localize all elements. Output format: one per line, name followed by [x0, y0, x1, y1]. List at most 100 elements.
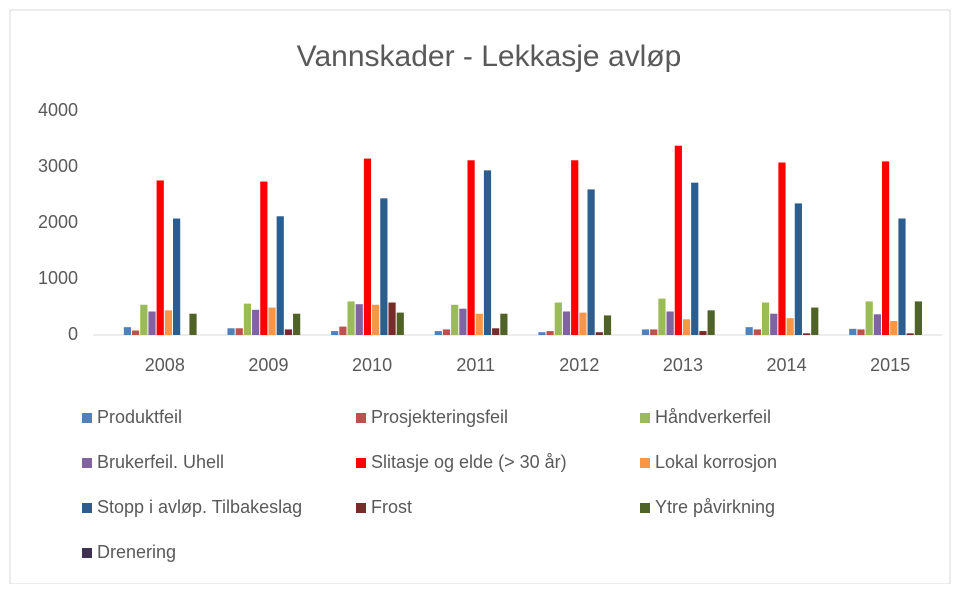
bar: [235, 328, 243, 335]
bar: [380, 198, 388, 335]
bar: [347, 301, 355, 335]
bar: [595, 332, 603, 335]
x-tick-label: 2013: [663, 355, 703, 375]
bar: [252, 309, 260, 335]
bar: [227, 328, 235, 335]
bar: [459, 308, 467, 335]
y-tick-label: 3000: [38, 156, 78, 176]
bar: [579, 312, 587, 335]
bar: [396, 312, 404, 335]
bar: [276, 216, 284, 335]
bar: [132, 330, 140, 335]
bar: [794, 203, 802, 335]
bar: [475, 313, 483, 335]
bar: [857, 329, 865, 335]
bar: [140, 304, 148, 335]
bar: [164, 310, 173, 335]
legend-swatch: [82, 548, 92, 558]
bar: [650, 329, 658, 335]
bar: [770, 313, 778, 335]
bar: [571, 160, 579, 335]
bar: [293, 313, 301, 335]
legend-label: Drenering: [97, 542, 176, 562]
bar: [802, 333, 811, 335]
bar: [682, 319, 691, 335]
bar: [603, 315, 612, 335]
bar: [658, 298, 666, 335]
legend-label: Brukerfeil. Uhell: [97, 452, 224, 472]
bar: [538, 332, 546, 335]
bar: [674, 145, 682, 335]
bar: [562, 311, 571, 335]
legend-label: Prosjekteringsfeil: [371, 407, 508, 427]
x-tick-label: 2009: [248, 355, 288, 375]
bar: [753, 329, 761, 335]
legend-label: Slitasje og elde (> 30 år): [371, 452, 567, 472]
bar: [786, 318, 794, 335]
bar: [691, 182, 699, 335]
bar: [331, 331, 339, 335]
bar: [906, 333, 914, 335]
bar: [811, 307, 819, 335]
bar: [500, 313, 508, 335]
bar: [284, 329, 293, 335]
legend-label: Ytre påvirkning: [655, 497, 775, 517]
bar: [339, 326, 347, 335]
y-tick-label: 2000: [38, 212, 78, 232]
x-tick-label: 2008: [145, 355, 185, 375]
bar: [699, 331, 707, 335]
bar: [148, 311, 156, 335]
bar: [268, 307, 276, 335]
bar: [173, 218, 181, 335]
bar: [388, 302, 396, 335]
legend-label: Stopp i avløp. Tilbakeslag: [97, 497, 302, 517]
bar: [707, 310, 715, 335]
bar: [467, 160, 475, 335]
bar: [260, 181, 268, 335]
chart-frame: [9, 9, 951, 585]
legend-label: Produktfeil: [97, 407, 182, 427]
y-tick-label: 0: [68, 324, 78, 344]
bar: [898, 218, 906, 335]
bar: [890, 321, 898, 335]
bar: [881, 161, 890, 335]
x-tick-label: 2012: [559, 355, 599, 375]
bar: [363, 158, 372, 335]
bar: [442, 329, 451, 335]
x-tick-label: 2011: [456, 355, 495, 375]
bar: [451, 304, 459, 335]
legend-swatch: [82, 503, 92, 513]
bar: [554, 302, 562, 335]
bar: [745, 327, 753, 335]
bar: [156, 180, 164, 335]
y-tick-label: 4000: [38, 100, 78, 120]
bar: [123, 327, 132, 335]
legend-swatch: [640, 413, 650, 423]
bar: [761, 302, 770, 335]
x-tick-label: 2014: [767, 355, 807, 375]
bar: [865, 301, 873, 335]
legend-label: Lokal korrosjon: [655, 452, 777, 472]
bar: [355, 304, 363, 335]
bar: [434, 331, 442, 335]
legend-label: Håndverkerfeil: [655, 407, 771, 427]
bar: [243, 303, 252, 335]
legend-swatch: [82, 458, 92, 468]
bar: [483, 170, 492, 335]
legend-swatch: [356, 413, 366, 423]
bar: [641, 329, 650, 335]
legend-swatch: [82, 413, 92, 423]
bar: [849, 328, 857, 335]
y-tick-label: 1000: [38, 268, 78, 288]
bar: [587, 189, 595, 335]
legend-swatch: [640, 503, 650, 513]
bar: [492, 328, 500, 335]
bar: [189, 313, 197, 335]
legend-swatch: [640, 458, 650, 468]
bar: [666, 311, 674, 335]
legend-label: Frost: [371, 497, 412, 517]
bar: [778, 162, 786, 335]
x-tick-label: 2010: [352, 355, 392, 375]
bar: [546, 331, 554, 335]
chart-title: Vannskader - Lekkasje avløp: [297, 40, 682, 73]
